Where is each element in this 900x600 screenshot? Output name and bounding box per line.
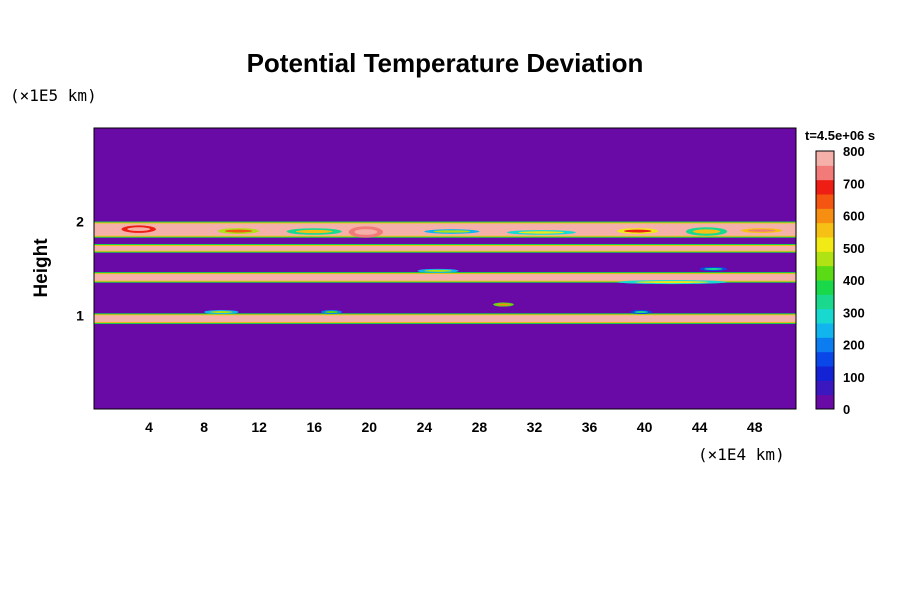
colorbar-tick-label: 400 [843, 273, 865, 288]
colorbar-tick-label: 700 [843, 176, 865, 191]
x-tick-label: 40 [637, 419, 653, 435]
colorbar-segment [816, 394, 834, 410]
x-tick-label: 4 [145, 419, 153, 435]
colorbar-frame [815, 150, 835, 410]
colorbar-segment [816, 351, 834, 367]
colorbar-segment [816, 337, 834, 353]
layer-band [94, 315, 796, 322]
colorbar-segment [816, 151, 834, 166]
colorbar-segment [816, 208, 834, 224]
turbulence-core [518, 231, 565, 234]
colorbar-tick-label: 500 [843, 241, 865, 256]
turbulence-core [324, 311, 339, 314]
x-tick-label: 44 [692, 419, 708, 435]
colorbar-tick-label: 0 [843, 402, 850, 417]
y-axis-label: Height [31, 238, 52, 298]
colorbar-segment [816, 280, 834, 295]
x-tick-label: 12 [251, 419, 267, 435]
turbulence-core [747, 229, 776, 232]
colorbar-segment [816, 294, 834, 310]
colorbar-tick-label: 100 [843, 370, 865, 385]
y-tick-label: 2 [76, 214, 84, 230]
colorbar-segment [816, 366, 834, 381]
x-unit-label: (×1E4 km) [698, 445, 785, 464]
y-tick-labels: 12 [76, 214, 84, 324]
colorbar-segment [816, 165, 834, 181]
time-label: t=4.5e+06 s [805, 128, 875, 143]
colorbar-segment [816, 222, 834, 238]
turbulence-core [295, 229, 333, 234]
plot-background [94, 128, 796, 409]
turbulence-core [224, 229, 253, 233]
colorbar-segment [816, 308, 834, 324]
colorbar-segment [816, 380, 834, 396]
colorbar-tick-label: 200 [843, 338, 865, 353]
colorbar-tick-label: 600 [843, 209, 865, 224]
x-tick-label: 32 [527, 419, 543, 435]
turbulence-core [127, 227, 151, 232]
colorbar-segment [816, 323, 834, 338]
colorbar-tick-label: 800 [843, 144, 865, 159]
turbulence-core [496, 303, 511, 306]
colorbar-segment [816, 251, 834, 267]
layer-band [94, 274, 796, 281]
colorbar-segment [816, 194, 834, 209]
turbulence-core [635, 281, 709, 284]
turbulence-core [692, 229, 721, 234]
x-tick-label: 16 [306, 419, 322, 435]
x-tick-label: 8 [200, 419, 208, 435]
colorbar: 0 100 200 300 400 500 600 700 800 [815, 144, 865, 417]
y-tick-label: 1 [76, 307, 84, 323]
x-tick-label: 24 [417, 419, 433, 435]
plot-frame [93, 127, 797, 410]
turbulence-core [433, 230, 471, 233]
chart-title: Potential Temperature Deviation [247, 48, 644, 78]
y-unit-label: (×1E5 km) [10, 86, 97, 105]
x-tick-labels: 4 8 12 16 20 24 28 32 36 40 44 48 [145, 419, 763, 435]
layer-band [94, 246, 796, 251]
x-tick-label: 48 [747, 419, 763, 435]
colorbar-segment [816, 179, 834, 195]
turbulence-core [704, 267, 723, 270]
x-tick-label: 28 [472, 419, 488, 435]
turbulence-core [209, 311, 233, 314]
turbulence-core [424, 269, 452, 272]
colorbar-segment [816, 265, 834, 281]
plot-area [93, 127, 797, 410]
x-tick-label: 20 [362, 419, 378, 435]
turbulence-core [354, 229, 378, 235]
colorbar-segment [816, 237, 834, 252]
turbulence-core [634, 311, 649, 314]
turbulence-core [623, 229, 652, 233]
colorbar-tick-label: 300 [843, 305, 865, 320]
x-tick-label: 36 [582, 419, 598, 435]
